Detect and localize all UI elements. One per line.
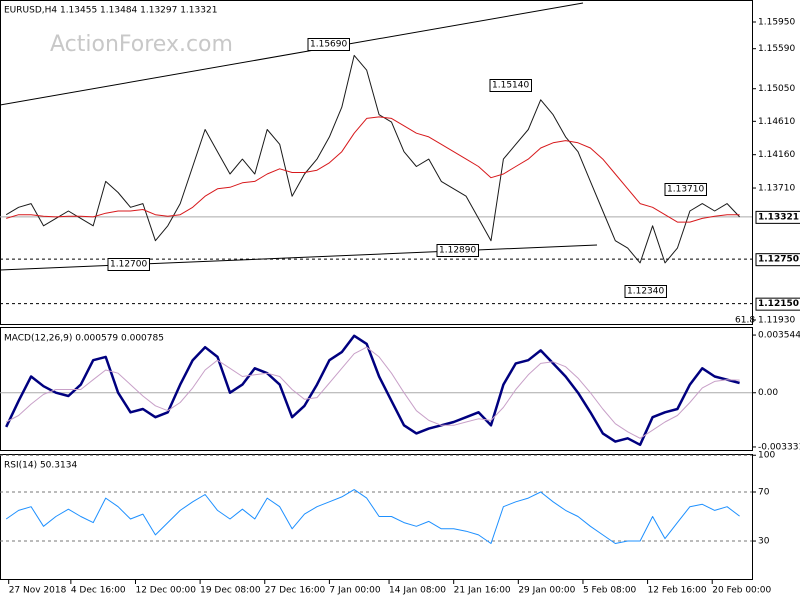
level-label: 1.13321 <box>758 212 799 222</box>
x-tick-label: 21 Jan 16:00 <box>454 586 511 596</box>
label-box <box>755 297 800 311</box>
annotation: 1.12700 <box>110 260 147 270</box>
y-tick-label: 1.14610 <box>758 117 795 127</box>
series-line <box>5 334 740 447</box>
y-tick-label: 0.00 <box>758 388 778 398</box>
y-tick-label: 0.003544 <box>758 331 800 341</box>
rsi-panel <box>0 454 753 580</box>
label-box <box>107 258 150 271</box>
macd-panel <box>0 327 753 451</box>
label-box <box>624 285 667 298</box>
y-tick-label: -0.003331 <box>758 442 800 452</box>
y-tick-label: 1.11930 <box>758 315 795 325</box>
y-tick-label: 1.15590 <box>758 44 795 54</box>
label-box <box>755 253 800 267</box>
panel-title: RSI(14) 50.3134 <box>4 461 77 471</box>
series-line <box>5 346 740 439</box>
watermark: ActionForex.com <box>50 32 233 57</box>
x-tick-label: 20 Feb 00:00 <box>712 586 771 596</box>
y-tick-label: 100 <box>758 451 775 461</box>
x-tick-label: 14 Jan 08:00 <box>389 586 446 596</box>
y-tick-label: 1.15050 <box>758 84 795 94</box>
x-tick-label: 4 Dec 16:00 <box>71 586 126 596</box>
x-tick-label: 29 Jan 00:00 <box>518 586 575 596</box>
trend-line <box>0 2 584 106</box>
x-tick-label: 12 Dec 00:00 <box>135 586 196 596</box>
x-tick-label: 27 Nov 2018 <box>9 586 67 596</box>
price-panel <box>0 0 753 325</box>
y-tick-label: 1.14160 <box>758 150 795 160</box>
y-tick-label: 30 <box>758 537 770 547</box>
series-line <box>6 116 740 223</box>
annotation: 1.13710 <box>667 185 704 195</box>
series-line <box>5 489 740 544</box>
x-tick-label: 7 Jan 00:00 <box>329 586 381 596</box>
y-tick-label: 1.15950 <box>758 18 795 28</box>
x-tick-label: 19 Dec 08:00 <box>200 586 261 596</box>
series-line <box>5 54 740 264</box>
panel-title: MACD(12,26,9) 0.000579 0.000785 <box>4 334 164 344</box>
label-box <box>489 79 532 92</box>
y-tick-label: 70 <box>758 488 770 498</box>
label-box <box>307 38 350 51</box>
label-box <box>664 183 707 196</box>
fib-label: 61.8 <box>735 316 755 326</box>
y-tick-label: 1.13710 <box>758 184 795 194</box>
level-label: 1.12150 <box>758 299 799 309</box>
annotation: 1.12340 <box>627 287 664 297</box>
annotation: 1.12890 <box>439 246 476 256</box>
label-box <box>755 210 800 224</box>
panel-title: EURUSD,H4 1.13455 1.13484 1.13297 1.1332… <box>4 6 217 16</box>
annotation: 1.15690 <box>310 40 347 50</box>
annotation: 1.15140 <box>492 81 529 91</box>
label-box <box>436 244 479 257</box>
x-tick-label: 12 Feb 16:00 <box>648 586 707 596</box>
x-tick-label: 27 Dec 16:00 <box>265 586 326 596</box>
level-label: 1.12750 <box>758 255 799 265</box>
x-tick-label: 5 Feb 08:00 <box>583 586 637 596</box>
trend-line <box>0 244 598 271</box>
